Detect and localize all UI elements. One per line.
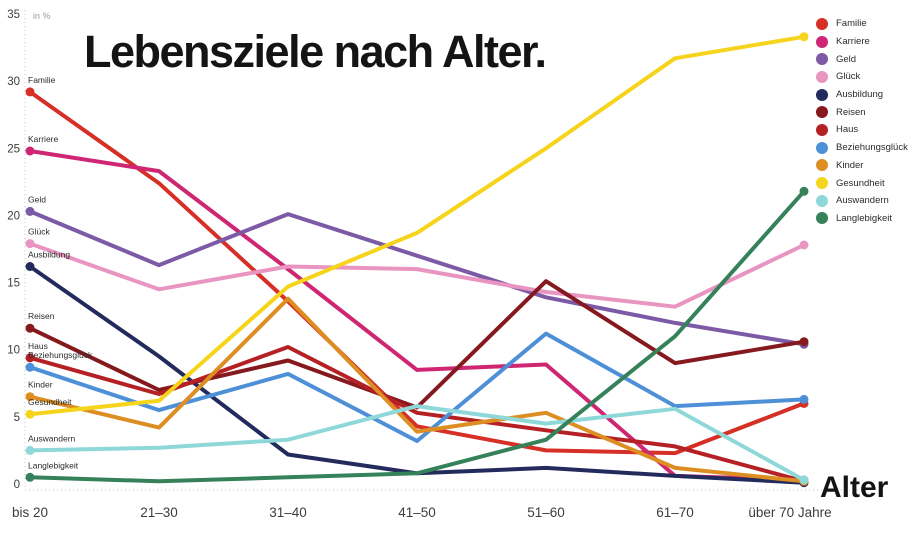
legend-item-Ausbildung: Ausbildung	[816, 86, 908, 104]
legend-dot-Haus	[816, 123, 828, 136]
legend-dot-Karriere	[816, 35, 828, 48]
legend: Familie Karriere Geld Glück Ausbildung Reisen…	[816, 15, 908, 227]
y-tick-label: 35	[7, 9, 20, 21]
legend-label: Geld	[836, 53, 857, 65]
legend-label: Ausbildung	[836, 89, 884, 101]
legend-label: Gesundheit	[836, 177, 885, 189]
legend-dot-Ausbildung	[816, 88, 828, 101]
end-dot-Reisen	[799, 337, 809, 347]
start-dot-Geld	[25, 206, 35, 216]
y-tick-label: 30	[7, 76, 20, 88]
series-start-label-Karriere: Karriere	[28, 134, 59, 144]
line-Geld	[28, 209, 806, 347]
legend-label: Auswandern	[836, 195, 889, 207]
line-Haus	[28, 345, 806, 484]
x-tick-label: 41–50	[398, 505, 436, 520]
line-Beziehungsglück	[28, 331, 806, 443]
series-start-label-Auswandern: Auswandern	[28, 433, 76, 443]
legend-label: Kinder	[836, 159, 864, 171]
x-tick-label: 31–40	[269, 505, 307, 520]
start-dot-Familie	[25, 87, 35, 97]
line-Langlebigkeit	[28, 189, 806, 484]
legend-dot-Familie	[816, 17, 828, 30]
x-tick-label: 61–70	[656, 505, 694, 520]
start-dot-Gesundheit	[25, 409, 35, 419]
start-dot-Ausbildung	[25, 262, 35, 271]
legend-item-Haus: Haus	[816, 121, 908, 139]
legend-item-Langlebigkeit: Langlebigkeit	[816, 210, 908, 228]
series-start-label-Haus: Haus	[28, 341, 48, 351]
y-tick-label: 15	[7, 278, 20, 290]
series-start-label-Gesundheit: Gesundheit	[28, 397, 72, 407]
series-start-label-Ausbildung: Ausbildung	[28, 250, 70, 260]
legend-label: Familie	[836, 18, 867, 30]
legend-label: Glück	[836, 71, 861, 83]
start-dot-Langlebigkeit	[25, 472, 35, 482]
start-dot-Haus	[25, 353, 35, 363]
legend-label: Karriere	[836, 36, 870, 48]
legend-dot-Kinder	[816, 159, 828, 172]
legend-item-Familie: Familie	[816, 15, 908, 33]
series-start-label-Reisen: Reisen	[28, 311, 55, 321]
y-tick-label: 5	[14, 412, 20, 424]
y-tick-label: 25	[7, 143, 20, 155]
x-axis-title: Alter	[820, 471, 889, 504]
legend-item-Gesundheit: Gesundheit	[816, 174, 908, 192]
line-Kinder	[28, 296, 806, 484]
legend-dot-Reisen	[816, 106, 828, 119]
series-start-label-Beziehungsglück: Beziehungsglück	[28, 350, 93, 360]
line-Gesundheit	[28, 34, 806, 417]
legend-dot-Gesundheit	[816, 177, 828, 190]
end-dot-Glück	[799, 240, 809, 250]
y-tick-label: 20	[7, 210, 20, 222]
legend-item-Karriere: Karriere	[816, 33, 908, 51]
series-start-label-Geld: Geld	[28, 194, 46, 204]
start-dot-Auswandern	[25, 445, 35, 455]
legend-dot-Geld	[816, 53, 828, 66]
line-Familie	[28, 89, 806, 456]
end-dot-Langlebigkeit	[799, 186, 809, 196]
x-tick-label: 51–60	[527, 505, 565, 520]
legend-dot-Langlebigkeit	[816, 212, 828, 225]
legend-label: Reisen	[836, 106, 866, 118]
line-Auswandern	[28, 404, 806, 482]
start-dot-Beziehungsglück	[25, 362, 35, 372]
legend-item-Kinder: Kinder	[816, 157, 908, 175]
end-dot-Beziehungsglück	[799, 394, 809, 404]
legend-label: Beziehungsglück	[836, 142, 908, 154]
legend-label: Langlebigkeit	[836, 212, 892, 224]
x-tick-label: 21–30	[140, 505, 178, 520]
x-tick-label: bis 20	[12, 505, 48, 520]
legend-dot-Auswandern	[816, 194, 828, 207]
end-dot-Auswandern	[799, 475, 809, 485]
start-dot-Glück	[25, 239, 35, 249]
legend-item-Auswandern: Auswandern	[816, 192, 908, 210]
y-tick-label: 0	[14, 479, 20, 491]
legend-item-Geld: Geld	[816, 50, 908, 68]
legend-item-Reisen: Reisen	[816, 103, 908, 121]
series-start-label-Familie: Familie	[28, 75, 56, 85]
x-tick-label: über 70 Jahre	[748, 505, 831, 520]
legend-item-Glück: Glück	[816, 68, 908, 86]
start-dot-Kinder	[25, 392, 35, 402]
y-tick-label: 10	[7, 345, 20, 357]
start-dot-Reisen	[25, 323, 35, 333]
series-start-label-Langlebigkeit: Langlebigkeit	[28, 460, 79, 470]
legend-item-Beziehungsglück: Beziehungsglück	[816, 139, 908, 157]
legend-dot-Glück	[816, 70, 828, 83]
line-Glück	[28, 241, 806, 309]
legend-dot-Beziehungsglück	[816, 141, 828, 154]
chart-title: Lebensziele nach Alter.	[84, 26, 547, 77]
start-dot-Karriere	[25, 146, 35, 156]
end-dot-Gesundheit	[799, 32, 809, 42]
legend-label: Haus	[836, 124, 859, 136]
y-axis-unit-label: in %	[33, 11, 51, 21]
series-start-label-Kinder: Kinder	[28, 380, 53, 390]
series-start-label-Glück: Glück	[28, 227, 50, 237]
